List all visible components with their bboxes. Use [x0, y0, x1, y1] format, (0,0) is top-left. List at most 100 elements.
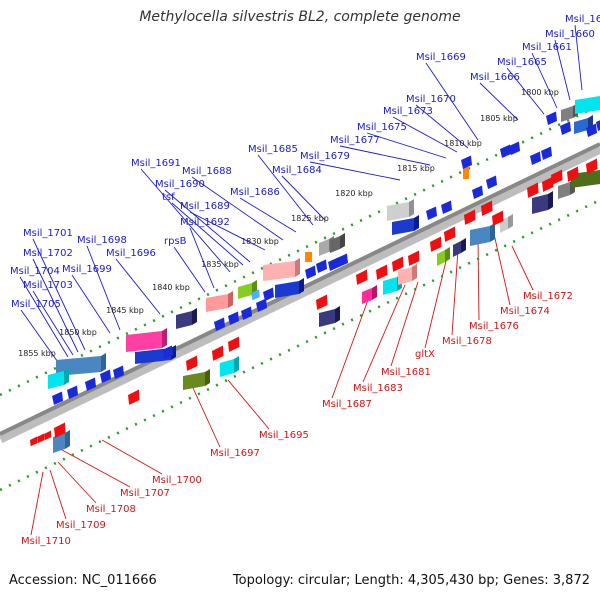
forward-gene-arrow [214, 317, 225, 331]
leader-line [20, 309, 61, 366]
reverse-gene-arrow [444, 226, 456, 242]
reverse-gene-arrow [54, 422, 66, 438]
gene-box [183, 369, 210, 390]
lower-gene-label: Msil_1674 [500, 306, 550, 317]
reverse-gene-arrow [430, 236, 442, 252]
upper-gene-label: Msil_1685 [248, 144, 298, 155]
kbp-mark: 1800 kbp [521, 88, 559, 97]
reverse-gene-arrow [186, 355, 198, 371]
leader-line [32, 290, 74, 356]
leader-line [366, 132, 447, 159]
gene-box [330, 233, 345, 253]
leader-line [173, 246, 206, 293]
upper-gene-label: Msil_1699 [62, 264, 112, 275]
gene-box [176, 308, 197, 329]
upper-gene-label: Msil_1692 [180, 217, 230, 228]
leader-line [86, 245, 121, 331]
forward-gene-arrow [256, 298, 267, 312]
upper-gene-label: Msil_1661 [522, 42, 572, 53]
gene-box [220, 356, 239, 377]
gene-box [53, 430, 70, 453]
leader-line [554, 39, 571, 101]
kbp-mark: 1810 kbp [444, 139, 482, 148]
gene-box [470, 223, 495, 246]
lower-gene-label: Msil_1700 [152, 475, 202, 486]
leader-line [49, 469, 67, 520]
reverse-gene-arrow [30, 436, 38, 447]
gene-box [275, 278, 304, 298]
lower-dotted-track [0, 198, 600, 492]
forward-gene-arrow [596, 120, 600, 131]
reverse-gene-arrow [228, 336, 240, 352]
forward-gene-arrow [541, 146, 552, 160]
leader-line [32, 238, 86, 351]
upper-gene-label: Msil_1684 [272, 165, 322, 176]
forward-gene-arrow [441, 200, 452, 214]
leader-line [362, 284, 406, 383]
lower-gene-label: Msil_1695 [259, 430, 309, 441]
forward-gene-arrow [328, 257, 339, 271]
leader-line [511, 245, 534, 291]
lower-gene-label: Msil_1697 [210, 448, 260, 459]
lower-gene-label: Msil_1710 [21, 536, 71, 547]
reverse-gene-arrow [586, 158, 598, 174]
kbp-mark: 1840 kbp [152, 283, 190, 292]
forward-gene-arrow [500, 144, 511, 158]
leader-line [189, 211, 266, 251]
leader-line [71, 274, 111, 334]
forward-gene-arrow [530, 151, 541, 165]
leader-line [451, 249, 459, 336]
reverse-gene-arrow [408, 250, 420, 266]
upper-gene-label: rpsB [164, 236, 187, 247]
upper-gene-label: Msil_1677 [330, 135, 380, 146]
reverse-gene-arrow [464, 209, 476, 225]
lower-gene-label: Msil_1709 [56, 520, 106, 531]
forward-gene-arrow [472, 185, 483, 199]
gene-box [387, 199, 414, 221]
kbp-mark: 1830 kbp [241, 237, 279, 246]
reverse-gene-arrow [527, 182, 539, 198]
gene-box [206, 291, 233, 312]
forward-gene-arrow [52, 391, 63, 405]
upper-gene-label: Msil_1705 [11, 299, 61, 310]
gene-box [319, 306, 340, 327]
accession-text: Accession: NC_011666 [9, 573, 157, 588]
reverse-gene-arrow [44, 430, 52, 441]
upper-dotted-track [0, 103, 600, 397]
forward-gene-arrow [546, 111, 557, 125]
upper-gene-label: Msil_1698 [77, 235, 127, 246]
leader-line [192, 387, 221, 448]
forward-gene-arrow [461, 155, 472, 169]
forward-gene-arrow [586, 123, 597, 137]
lower-gene-label: Msil_1681 [381, 367, 431, 378]
forward-gene-arrow [67, 385, 78, 399]
upper-gene-label: Msil_1690 [155, 179, 205, 190]
leader-line [309, 161, 401, 181]
upper-gene-label: Msil_1703 [23, 280, 73, 291]
reverse-gene-arrow [376, 264, 388, 280]
leader-line [415, 104, 469, 149]
reverse-gene-arrow [37, 433, 45, 444]
upper-gene-label: tsf [162, 192, 175, 203]
leader-line [32, 258, 79, 353]
gene-box [437, 247, 450, 266]
leader-line [239, 197, 297, 233]
reverse-gene-arrow [212, 345, 224, 361]
forward-gene-arrow [560, 121, 571, 135]
lower-gene-label: Msil_1676 [469, 321, 519, 332]
leader-line [531, 52, 558, 109]
forward-gene-arrow [305, 265, 316, 279]
reverse-gene-arrow [128, 389, 140, 405]
upper-gene-label: Msil_1679 [300, 151, 350, 162]
upper-gene-label: Msil_1691 [131, 158, 181, 169]
upper-gene-label: Msil_1666 [470, 72, 520, 83]
gene-box [126, 328, 167, 352]
kbp-mark: 1815 kbp [397, 164, 435, 173]
reverse-gene-arrow [551, 169, 563, 185]
gene-box [453, 238, 466, 257]
kbp-mark: 1845 kbp [106, 306, 144, 315]
leader-line [19, 276, 69, 358]
reverse-gene-arrow [316, 294, 328, 310]
lower-gene-label: gltX [415, 349, 435, 360]
leader-line [189, 227, 215, 289]
